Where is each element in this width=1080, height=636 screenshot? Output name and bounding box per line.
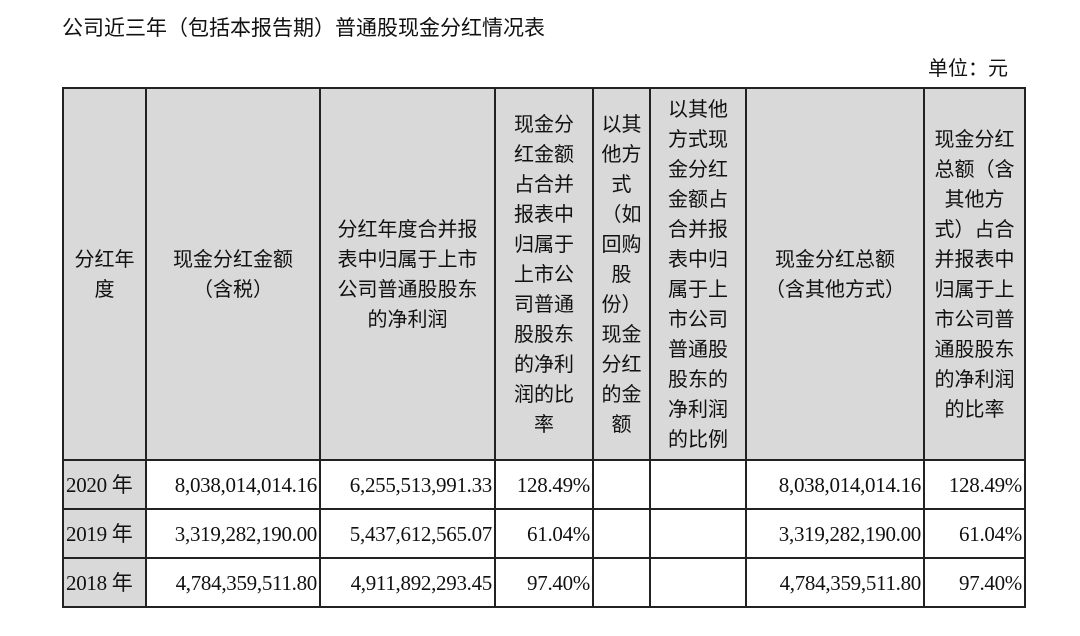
header-total-dividend: 现金分红总额 （含其他方式） [745, 87, 925, 461]
table-cell: 97.40% [923, 557, 1026, 608]
table-cell [649, 508, 747, 559]
table-cell [592, 508, 651, 559]
table-cell: 2020 年 [62, 459, 147, 510]
header-year: 分红年 度 [62, 87, 147, 461]
header-net-profit: 分红年度合并报 表中归属于上市 公司普通股股东 的净利润 [319, 87, 496, 461]
header-other-ratio: 以其他 方式现 金分红 金额占 合并报 表中归 属于上 市公司 普通股 股东的 … [649, 87, 747, 461]
table-cell: 97.40% [494, 557, 594, 608]
dividend-table: 分红年 度 现金分红金额 （含税） 分红年度合并报 表中归属于上市 公司普通股股… [62, 87, 1026, 608]
table-cell [592, 459, 651, 510]
table-cell [649, 557, 747, 608]
table-row: 2018 年 4,784,359,511.80 4,911,892,293.45 97… [62, 557, 1026, 608]
table-cell: 6,255,513,991.33 [319, 459, 496, 510]
table-cell: 4,784,359,511.80 [145, 557, 321, 608]
table-cell: 3,319,282,190.00 [745, 508, 925, 559]
table-cell: 3,319,282,190.00 [145, 508, 321, 559]
table-cell [592, 557, 651, 608]
table-cell: 2019 年 [62, 508, 147, 559]
header-total-ratio: 现金分红 总额（含 其他方 式）占合 并报表中 归属于上 市公司普 通股股东 的… [923, 87, 1026, 461]
table-cell: 61.04% [923, 508, 1026, 559]
table-cell: 8,038,014,014.16 [145, 459, 321, 510]
unit-label: 单位：元 [928, 56, 1008, 80]
table-cell: 8,038,014,014.16 [745, 459, 925, 510]
table-cell: 5,437,612,565.07 [319, 508, 496, 559]
header-cash-dividend: 现金分红金额 （含税） [145, 87, 321, 461]
table-cell: 61.04% [494, 508, 594, 559]
header-other-dividend: 以其 他方 式 （如 回购 股 份） 现金 分红 的金 额 [592, 87, 651, 461]
header-cash-ratio: 现金分 红金额 占合并 报表中 归属于 上市公 司普通 股股东 的净利 润的比 … [494, 87, 594, 461]
table-cell: 128.49% [923, 459, 1026, 510]
table-cell: 2018 年 [62, 557, 147, 608]
table-title: 公司近三年（包括本报告期）普通股现金分红情况表 [62, 16, 545, 40]
table-cell: 4,784,359,511.80 [745, 557, 925, 608]
table-cell: 4,911,892,293.45 [319, 557, 496, 608]
table-cell [649, 459, 747, 510]
table-row: 2019 年 3,319,282,190.00 5,437,612,565.07 61… [62, 508, 1026, 559]
header-row: 分红年 度 现金分红金额 （含税） 分红年度合并报 表中归属于上市 公司普通股股… [62, 87, 1026, 461]
table-cell: 128.49% [494, 459, 594, 510]
table-row: 2020 年 8,038,014,014.16 6,255,513,991.33 12… [62, 459, 1026, 510]
